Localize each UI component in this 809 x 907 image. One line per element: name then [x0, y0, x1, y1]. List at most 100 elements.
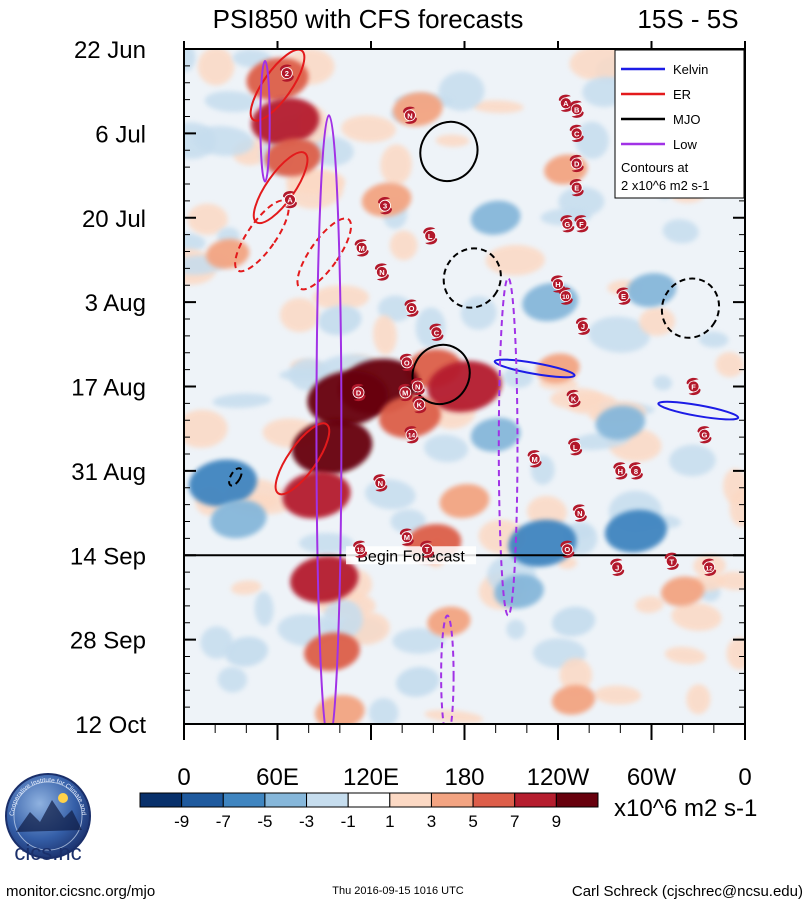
- heatmap-anomaly: [660, 576, 705, 607]
- heatmap-anomaly: [604, 509, 667, 553]
- heatmap-cell: [212, 393, 272, 409]
- storm-label: 12: [706, 565, 714, 572]
- heatmap-cell: [424, 709, 484, 724]
- colorbar-box: [514, 792, 557, 808]
- storm-marker: N: [373, 474, 388, 492]
- heatmap-anomaly: [291, 419, 373, 475]
- heatmap-cell: [639, 307, 676, 336]
- y-axis: 22 Jun 6 Jul 20 Jul 3 Aug 17 Aug 31 Aug 14 Sep…: [70, 37, 745, 739]
- y-tick-label: 3 Aug: [85, 290, 146, 317]
- heatmap-anomaly: [427, 606, 471, 637]
- storm-label: J: [615, 563, 619, 572]
- cyclone-icon: [559, 290, 572, 302]
- colorbar-box: [347, 792, 391, 808]
- colorbar-box: [472, 792, 516, 808]
- heatmap-anomaly: [307, 370, 388, 427]
- x-tick-label: 60W: [627, 764, 677, 791]
- heatmap-cell: [723, 468, 745, 505]
- x-tick-label: 180: [444, 764, 484, 791]
- storm-marker: 14: [404, 426, 419, 444]
- storm-marker: T: [664, 552, 679, 570]
- storm-marker: H: [551, 275, 565, 293]
- cyclone-icon: [405, 302, 418, 315]
- storm-marker: O: [404, 299, 419, 317]
- contour-mjo: [411, 343, 471, 406]
- heatmap-cell: [390, 509, 426, 534]
- heatmap-cell: [204, 91, 258, 113]
- heatmap-cell: [653, 375, 673, 391]
- y-tick-label: 17 Aug: [71, 375, 146, 402]
- y-tick-label: 14 Sep: [70, 543, 146, 570]
- contour-mjo: [442, 247, 502, 309]
- heatmap-anomaly: [494, 574, 544, 609]
- footer-timestamp: Thu 2016-09-15 1016 UTC: [332, 885, 464, 897]
- storm-label: A: [287, 196, 293, 205]
- cyclone-icon: [413, 398, 426, 411]
- cyclone-icon: [617, 290, 630, 302]
- heatmap-anomaly: [439, 483, 490, 519]
- region-label: 15S - 5S: [637, 4, 738, 34]
- contour-layer: [228, 49, 740, 724]
- storm-marker: E: [569, 178, 584, 197]
- storm-label: K: [571, 395, 577, 404]
- cyclone-icon: [374, 477, 387, 489]
- colorbar-box: [181, 792, 224, 808]
- heatmap-cell: [392, 628, 446, 654]
- storm-label: N: [415, 383, 420, 392]
- storm-marker: J: [575, 317, 590, 335]
- heatmap-anomaly: [427, 360, 502, 413]
- heatmap-cell: [717, 571, 745, 591]
- colorbar-units: x10^6 m2 s-1: [614, 795, 757, 822]
- storm-label: B: [574, 105, 580, 114]
- storm-label: J: [581, 322, 585, 331]
- colorbar-tick-label: -3: [299, 812, 314, 831]
- storm-label: M: [532, 455, 538, 464]
- legend: Kelvin ER MJO Low Contours at 2 x10^6 m2 s-…: [614, 49, 745, 199]
- cyclone-icon: [424, 229, 437, 242]
- contour-low: [497, 277, 519, 617]
- cyclone-icon: [561, 543, 574, 556]
- heatmap-cell: [373, 315, 397, 355]
- contour-er: [274, 422, 331, 496]
- contour-low: [259, 60, 271, 183]
- storm-marker: B: [569, 100, 584, 118]
- colorbar-box: [555, 792, 599, 808]
- cyclone-icon: [400, 356, 413, 369]
- legend-label-er: ER: [673, 87, 691, 102]
- colorbar-tick-label: 7: [510, 812, 519, 831]
- cyclone-icon: [411, 380, 424, 393]
- storm-marker: G: [560, 215, 575, 233]
- storm-label: 10: [562, 294, 570, 301]
- contour-low: [440, 614, 455, 724]
- logo-wordmark: cics.nc: [14, 840, 81, 865]
- heatmap-anomaly: [210, 499, 267, 539]
- forecast-label: Begin Forecast: [357, 548, 465, 565]
- cyclone-icon: [352, 386, 365, 399]
- storm-marker: 2: [279, 64, 294, 82]
- heatmap-anomaly: [470, 200, 521, 235]
- cyclone-icon: [703, 561, 716, 574]
- x-tick-label: 0: [738, 764, 751, 791]
- forecast-label-bg: [346, 546, 477, 565]
- heatmap-cell: [669, 444, 716, 477]
- heatmap-cell: [423, 434, 469, 463]
- storm-marker: F: [574, 215, 589, 233]
- heatmap-cell: [559, 657, 593, 693]
- heatmap-cell: [664, 646, 707, 665]
- storm-marker: M: [398, 383, 413, 402]
- cyclone-icon: [405, 428, 418, 441]
- heatmap-cell: [192, 126, 255, 156]
- x-tick-label: 120W: [527, 764, 590, 791]
- storm-marker: T: [420, 540, 435, 558]
- colorbar-box: [389, 792, 432, 808]
- storm-marker: L: [423, 227, 438, 245]
- y-tick-label: 31 Aug: [71, 459, 146, 486]
- cyclone-icon: [570, 157, 583, 170]
- cyclone-icon: [575, 217, 588, 230]
- cyclone-icon: [611, 561, 624, 574]
- storm-marker: O: [560, 540, 575, 558]
- colorbar-box: [306, 792, 349, 808]
- storm-marker: D: [569, 154, 584, 173]
- heatmap-anomaly: [626, 273, 677, 308]
